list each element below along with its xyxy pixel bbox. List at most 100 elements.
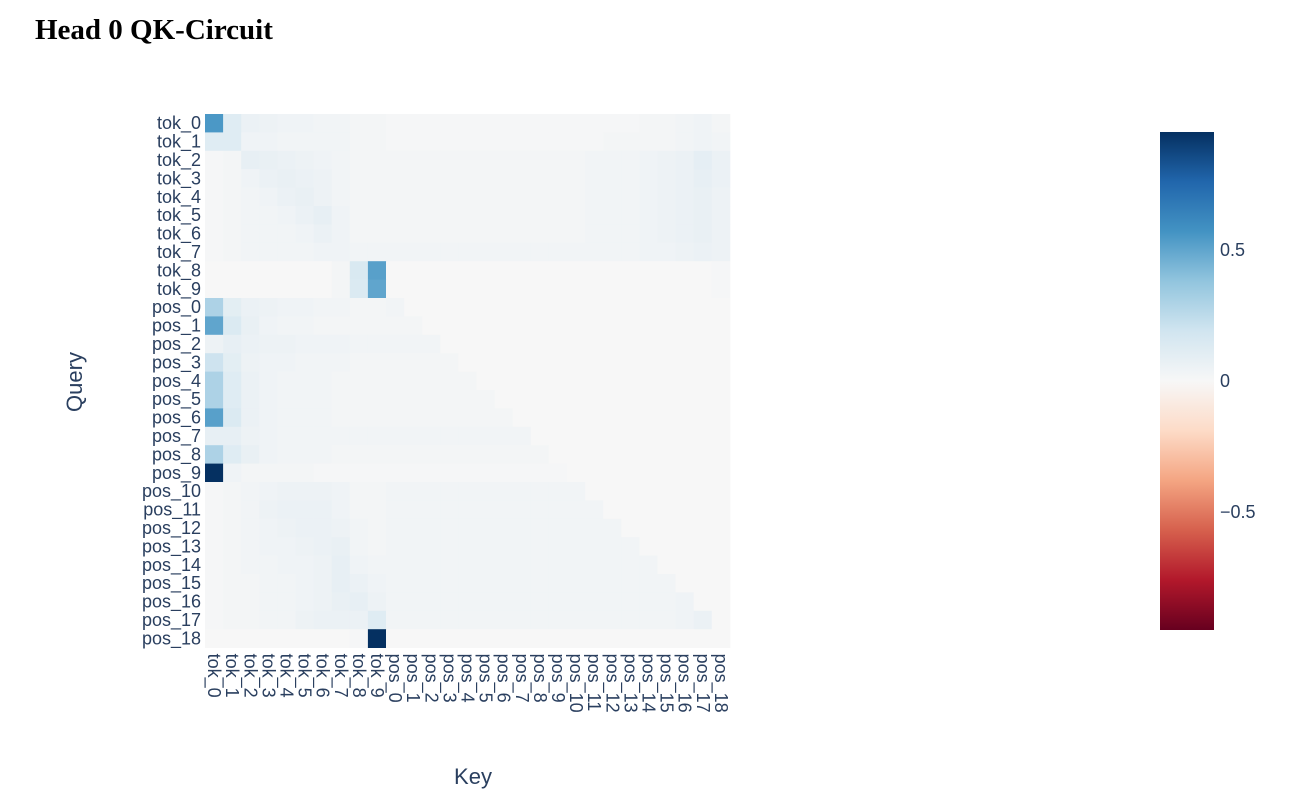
x-tick-label: pos_17 — [692, 654, 713, 713]
heatmap-cell — [603, 592, 622, 612]
heatmap-cell — [711, 132, 731, 152]
heatmap-cell — [367, 150, 387, 170]
heatmap-cell — [530, 574, 550, 593]
heatmap-cell — [313, 132, 333, 152]
heatmap-cell — [259, 610, 278, 630]
heatmap-cell — [259, 353, 278, 372]
heatmap-cell — [603, 242, 622, 262]
heatmap-cell — [512, 187, 532, 207]
heatmap-cell — [367, 132, 387, 152]
heatmap-cell — [567, 408, 586, 428]
heatmap-cell — [512, 555, 532, 575]
heatmap-cell — [367, 224, 387, 244]
heatmap-cell — [548, 187, 568, 207]
heatmap-cell — [223, 298, 242, 317]
heatmap-cell — [277, 353, 296, 372]
heatmap-cell — [458, 426, 477, 446]
heatmap-cell — [422, 371, 441, 391]
heatmap-cell — [367, 574, 387, 593]
heatmap-cell — [313, 298, 333, 317]
y-tick-label: tok_3 — [157, 168, 201, 189]
heatmap-cell — [621, 574, 640, 593]
heatmap-cell — [349, 132, 369, 152]
heatmap-cell — [277, 592, 296, 612]
heatmap-cell — [349, 150, 369, 170]
heatmap-cell — [349, 279, 369, 299]
heatmap-cell — [603, 445, 622, 464]
x-tick-label: pos_11 — [583, 654, 604, 712]
heatmap-cell — [259, 150, 278, 170]
x-tick-label: pos_5 — [475, 654, 496, 703]
heatmap-cell — [440, 298, 459, 317]
heatmap-cell — [548, 500, 568, 520]
heatmap-cell — [422, 114, 441, 133]
heatmap-cell — [277, 500, 296, 520]
heatmap-cell — [693, 445, 713, 464]
heatmap-cell — [404, 390, 423, 409]
heatmap-cell — [277, 482, 296, 501]
y-tick-label: pos_12 — [142, 518, 201, 539]
heatmap-cell — [603, 316, 622, 336]
heatmap-cell — [585, 610, 604, 630]
heatmap-cell — [476, 629, 495, 648]
heatmap-cell — [404, 518, 423, 538]
heatmap-cell — [711, 224, 731, 244]
y-tick-label: pos_16 — [142, 592, 201, 613]
heatmap-cell — [458, 500, 477, 520]
heatmap-cell — [367, 187, 387, 207]
heatmap-cell — [349, 187, 369, 207]
heatmap-cell — [313, 224, 333, 244]
heatmap-cell — [259, 242, 278, 262]
heatmap-cell — [675, 316, 695, 336]
heatmap-cell — [675, 408, 695, 428]
heatmap-cell — [223, 426, 242, 446]
x-tick-label: pos_18 — [710, 654, 731, 713]
heatmap-cell — [603, 132, 622, 152]
heatmap-cell — [458, 371, 477, 391]
heatmap-cell — [367, 426, 387, 446]
heatmap-cell — [530, 242, 550, 262]
heatmap-cell — [567, 555, 586, 575]
heatmap-cell — [367, 242, 387, 262]
y-tick-label: tok_7 — [157, 242, 201, 263]
heatmap-cell — [657, 445, 676, 464]
heatmap-cell — [241, 279, 260, 299]
heatmap-cell — [223, 592, 242, 612]
heatmap-cell — [386, 426, 405, 446]
heatmap-cell — [277, 242, 296, 262]
heatmap-cell — [621, 371, 640, 391]
heatmap-cell — [693, 298, 713, 317]
heatmap-cell — [259, 114, 278, 133]
heatmap-cell — [422, 574, 441, 593]
y-tick-label: pos_6 — [152, 408, 201, 429]
heatmap-cell — [313, 426, 333, 446]
heatmap-cell — [313, 187, 333, 207]
heatmap-cell — [404, 298, 423, 317]
heatmap-cell — [295, 206, 314, 225]
heatmap-cell — [205, 426, 224, 446]
heatmap-cell — [711, 206, 731, 225]
heatmap-cell — [512, 150, 532, 170]
heatmap-cell — [223, 279, 242, 299]
heatmap-cell — [675, 463, 695, 483]
heatmap-cell — [711, 426, 731, 446]
heatmap-cell — [349, 114, 369, 133]
heatmap-cell — [494, 537, 514, 556]
heatmap-cell — [657, 610, 676, 630]
heatmap-cell — [313, 445, 333, 464]
heatmap-cell — [693, 500, 713, 520]
heatmap-cell — [657, 537, 676, 556]
heatmap-cell — [512, 371, 532, 391]
heatmap-cell — [295, 334, 314, 354]
heatmap-cell — [494, 371, 514, 391]
heatmap-cell — [621, 334, 640, 354]
heatmap-cell — [639, 187, 658, 207]
y-tick-label: pos_4 — [152, 371, 201, 392]
heatmap-cell — [693, 371, 713, 391]
heatmap-cell — [548, 261, 568, 280]
heatmap-cell — [603, 610, 622, 630]
heatmap-cell — [476, 390, 495, 409]
heatmap-cell — [530, 132, 550, 152]
heatmap-cell — [603, 500, 622, 520]
heatmap-cell — [711, 353, 731, 372]
